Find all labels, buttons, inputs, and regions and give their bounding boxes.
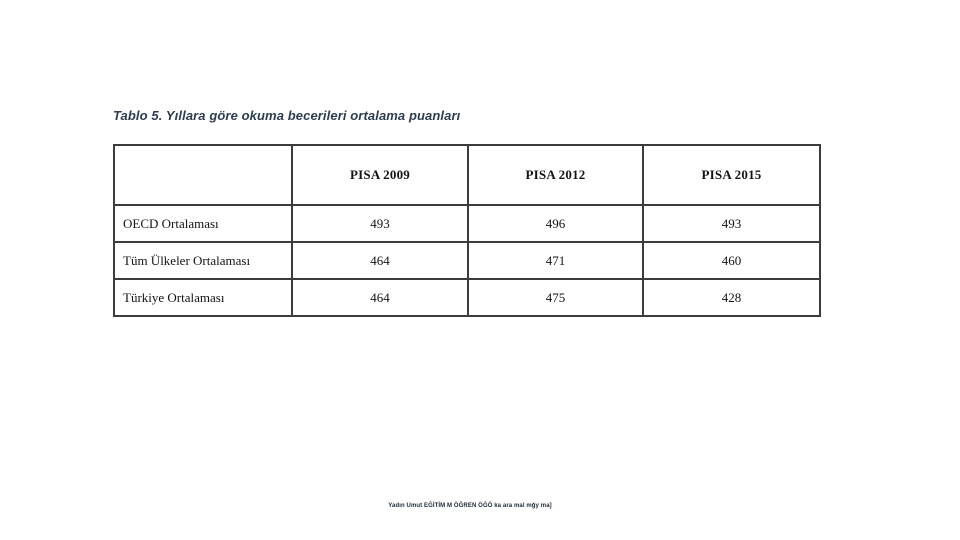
cell-tum-ulkeler-2012: 471: [467, 241, 644, 280]
cell-tum-ulkeler-2015: 460: [642, 241, 821, 280]
row-label-turkiye: Türkiye Ortalaması: [113, 278, 293, 317]
header-cell-empty: [113, 144, 293, 206]
slide-footer-text: Yadın Umut EĞİTİM M ÖĞREN ÖĞÖ ka ara mal…: [388, 503, 552, 509]
header-cell-pisa-2012: PISA 2012: [467, 144, 644, 206]
table-row: OECD Ortalaması 493 496 493: [113, 204, 821, 243]
cell-oecd-2009: 493: [291, 204, 469, 243]
header-cell-pisa-2015: PISA 2015: [642, 144, 821, 206]
cell-turkiye-2012: 475: [467, 278, 644, 317]
table-row: Türkiye Ortalaması 464 475 428: [113, 278, 821, 317]
table-caption: Tablo 5. Yıllara göre okuma becerileri o…: [113, 108, 461, 123]
pisa-scores-table: PISA 2009 PISA 2012 PISA 2015 OECD Ortal…: [113, 144, 821, 317]
header-cell-pisa-2009: PISA 2009: [291, 144, 469, 206]
row-label-oecd: OECD Ortalaması: [113, 204, 293, 243]
cell-oecd-2015: 493: [642, 204, 821, 243]
cell-turkiye-2009: 464: [291, 278, 469, 317]
table-row: Tüm Ülkeler Ortalaması 464 471 460: [113, 241, 821, 280]
row-label-tum-ulkeler: Tüm Ülkeler Ortalaması: [113, 241, 293, 280]
cell-oecd-2012: 496: [467, 204, 644, 243]
cell-tum-ulkeler-2009: 464: [291, 241, 469, 280]
table-header-row: PISA 2009 PISA 2012 PISA 2015: [113, 144, 821, 206]
cell-turkiye-2015: 428: [642, 278, 821, 317]
